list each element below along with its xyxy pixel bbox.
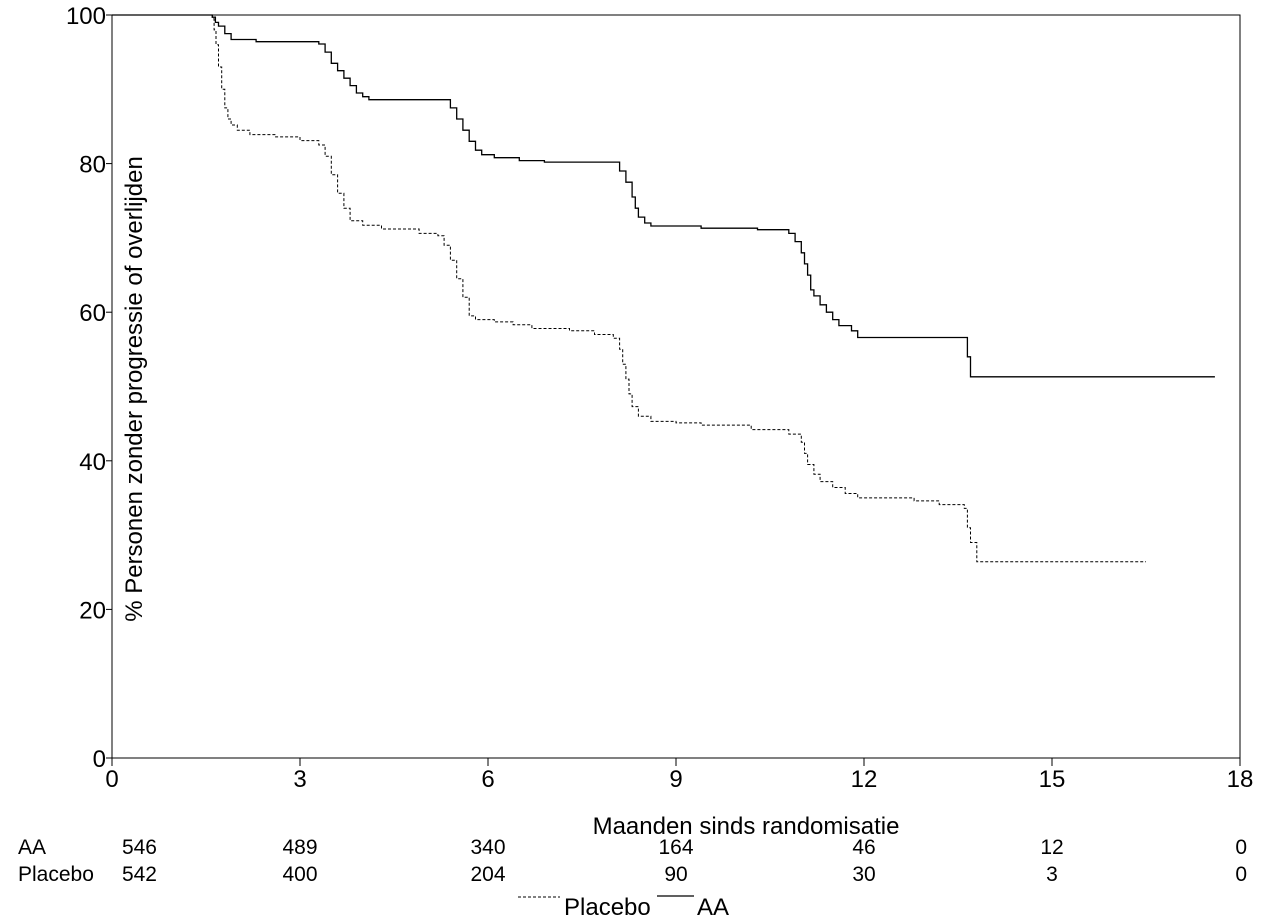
series-layer: [112, 14, 1215, 563]
y-axis: 0 20 40 60 80 100: [66, 3, 112, 773]
x-tick-label: 9: [669, 766, 682, 793]
y-axis-label: % Personen zonder progressie of overlijd…: [121, 156, 148, 622]
risk-row-label: AA: [18, 836, 46, 859]
series-line-placebo: [112, 14, 1146, 563]
legend-label-aa: AA: [697, 894, 729, 917]
risk-count: 3: [1046, 863, 1058, 886]
risk-count: 12: [1040, 836, 1063, 859]
risk-count: 0: [1235, 836, 1247, 859]
x-tick-label: 18: [1227, 766, 1254, 793]
y-tick-label: 60: [79, 300, 106, 327]
x-axis-label: Maanden sinds randomisatie: [593, 813, 900, 840]
legend: Placebo AA: [518, 894, 729, 917]
y-tick-label: 0: [93, 746, 106, 773]
risk-row-label: Placebo: [18, 863, 94, 886]
risk-count: 164: [658, 836, 693, 859]
risk-count: 546: [122, 836, 157, 859]
risk-count: 340: [470, 836, 505, 859]
x-tick-label: 15: [1039, 766, 1066, 793]
risk-count: 0: [1235, 863, 1247, 886]
x-axis: 0 3 6 9 12 15 18: [105, 758, 1253, 793]
risk-count: 30: [852, 863, 875, 886]
risk-count: 204: [470, 863, 505, 886]
y-tick-label: 100: [66, 3, 106, 30]
y-tick-label: 80: [79, 152, 106, 179]
x-tick-label: 12: [851, 766, 878, 793]
risk-count: 542: [122, 863, 157, 886]
y-tick-label: 40: [79, 449, 106, 476]
y-tick-label: 20: [79, 597, 106, 624]
risk-count: 400: [282, 863, 317, 886]
x-tick-label: 0: [105, 766, 118, 793]
legend-label-placebo: Placebo: [564, 894, 651, 917]
x-tick-label: 6: [481, 766, 494, 793]
x-tick-label: 3: [293, 766, 306, 793]
risk-count: 90: [664, 863, 687, 886]
risk-count: 46: [852, 836, 875, 859]
risk-count: 489: [282, 836, 317, 859]
series-line-aa: [112, 14, 1215, 378]
